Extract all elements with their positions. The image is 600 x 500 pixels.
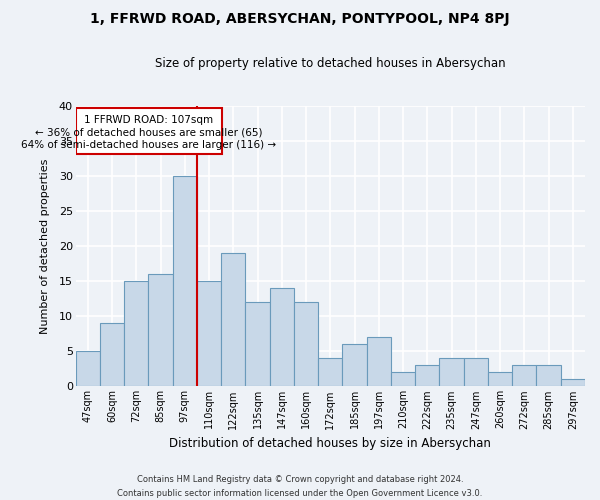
Bar bbox=[488, 372, 512, 386]
Bar bbox=[536, 366, 561, 386]
X-axis label: Distribution of detached houses by size in Abersychan: Distribution of detached houses by size … bbox=[169, 437, 491, 450]
Bar bbox=[439, 358, 464, 386]
Bar bbox=[148, 274, 173, 386]
Bar bbox=[197, 282, 221, 387]
Bar bbox=[367, 338, 391, 386]
Bar bbox=[76, 352, 100, 386]
Bar bbox=[561, 380, 585, 386]
Text: 64% of semi-detached houses are larger (116) →: 64% of semi-detached houses are larger (… bbox=[22, 140, 277, 150]
Bar bbox=[415, 366, 439, 386]
Bar bbox=[221, 254, 245, 386]
Bar bbox=[464, 358, 488, 386]
Bar bbox=[100, 324, 124, 386]
Bar bbox=[512, 366, 536, 386]
Title: Size of property relative to detached houses in Abersychan: Size of property relative to detached ho… bbox=[155, 58, 506, 70]
Bar bbox=[76, 108, 221, 154]
Bar bbox=[343, 344, 367, 387]
Text: Contains HM Land Registry data © Crown copyright and database right 2024.
Contai: Contains HM Land Registry data © Crown c… bbox=[118, 476, 482, 498]
Bar bbox=[294, 302, 318, 386]
Text: 1 FFRWD ROAD: 107sqm: 1 FFRWD ROAD: 107sqm bbox=[85, 115, 214, 125]
Text: ← 36% of detached houses are smaller (65): ← 36% of detached houses are smaller (65… bbox=[35, 128, 263, 138]
Bar bbox=[245, 302, 270, 386]
Y-axis label: Number of detached properties: Number of detached properties bbox=[40, 158, 50, 334]
Bar bbox=[318, 358, 343, 386]
Bar bbox=[173, 176, 197, 386]
Text: 1, FFRWD ROAD, ABERSYCHAN, PONTYPOOL, NP4 8PJ: 1, FFRWD ROAD, ABERSYCHAN, PONTYPOOL, NP… bbox=[90, 12, 510, 26]
Bar bbox=[391, 372, 415, 386]
Bar bbox=[270, 288, 294, 386]
Bar bbox=[124, 282, 148, 387]
